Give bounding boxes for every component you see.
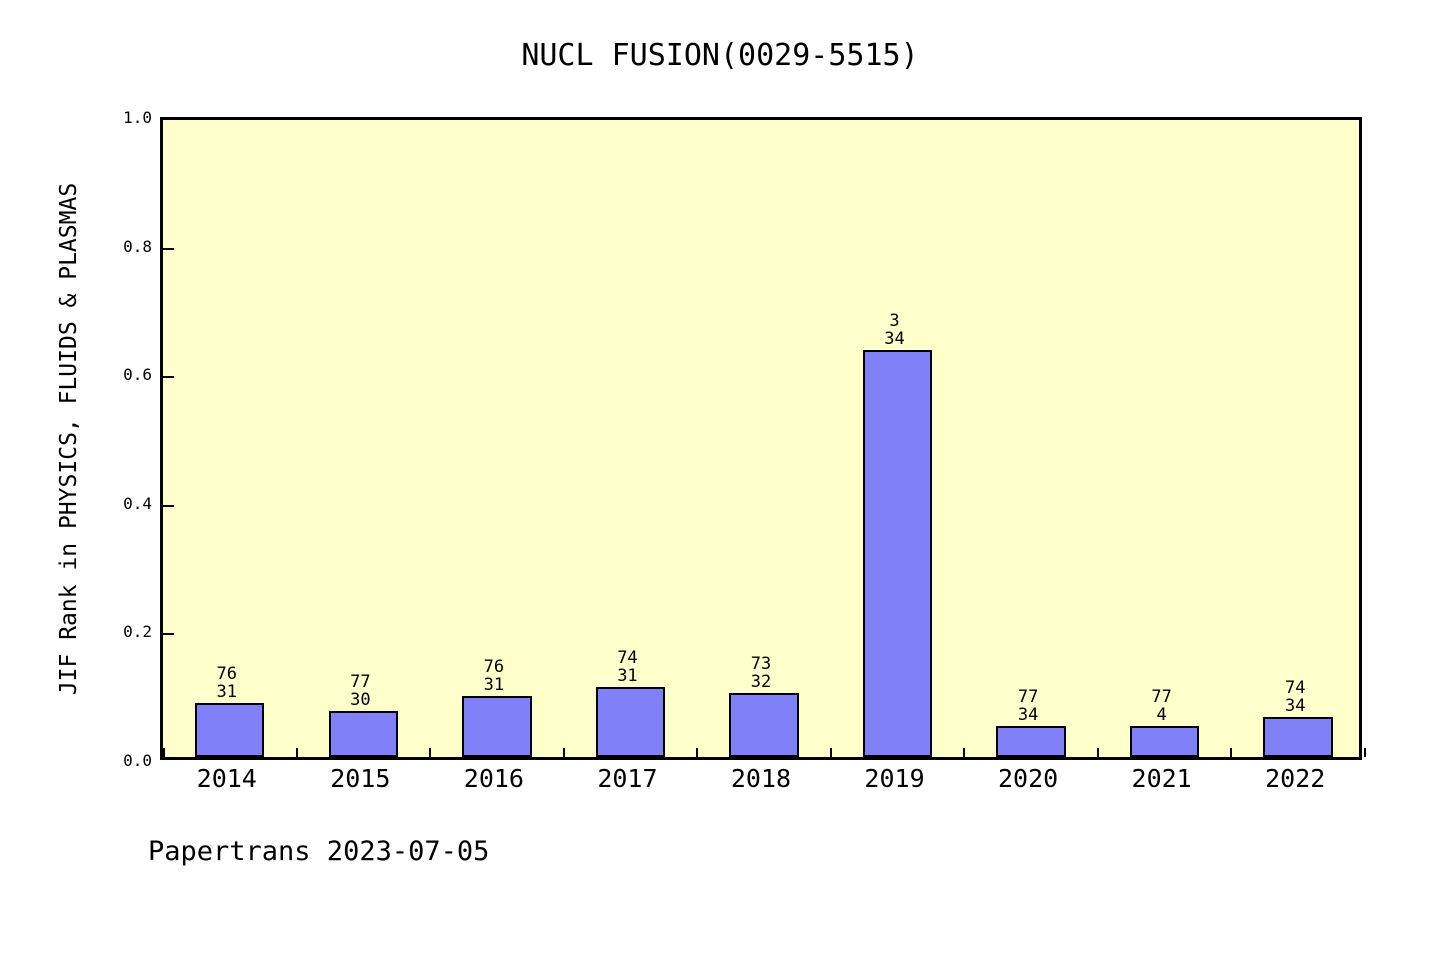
bar-2014[interactable] xyxy=(195,703,265,757)
plot-area xyxy=(160,117,1366,760)
y-axis-tick-label: 0.2 xyxy=(123,622,152,642)
bar-annotation-rank: 73 xyxy=(750,654,772,675)
y-axis-title: JIF Rank in PHYSICS, FLUIDS & PLASMAS xyxy=(56,182,83,695)
x-axis-tick-label-2018: 2018 xyxy=(730,764,792,793)
bar-2022[interactable] xyxy=(1263,717,1333,757)
y-axis-tick-label: 0.6 xyxy=(123,365,152,385)
x-axis-tick-mark xyxy=(1364,748,1366,757)
x-axis-tick-label-2014: 2014 xyxy=(196,764,257,793)
plot-inner xyxy=(163,120,1366,757)
bar-annotation-rank: 76 xyxy=(216,663,237,684)
bar-2020[interactable] xyxy=(996,726,1066,757)
y-axis-tick-label: 0.4 xyxy=(123,493,152,513)
y-axis-tick-label: 0.0 xyxy=(123,751,152,770)
bar-annotation-2020: 77 34 xyxy=(988,688,1068,724)
bar-annotation-rank: 74 xyxy=(1284,678,1306,699)
bar-2019[interactable] xyxy=(862,349,933,757)
bar-annotation-total: 31 xyxy=(216,681,237,702)
x-axis-tick-label-2020: 2020 xyxy=(997,764,1059,793)
bar-annotation-total: 34 xyxy=(884,328,905,349)
x-axis-tick-mark xyxy=(429,748,432,757)
bar-annotation-total: 34 xyxy=(1017,705,1039,726)
x-axis-tick-label-2019: 2019 xyxy=(864,764,925,793)
x-axis-tick-mark xyxy=(295,748,298,757)
bar-2021[interactable] xyxy=(1129,726,1200,757)
x-axis-tick-label-2017: 2017 xyxy=(597,764,658,793)
y-axis-tick-label: 0.8 xyxy=(123,236,152,256)
x-axis-tick-label-2016: 2016 xyxy=(463,764,524,793)
x-axis-tick-mark xyxy=(696,748,699,757)
bar-2018[interactable] xyxy=(729,693,799,757)
x-axis-tick-label-2022: 2022 xyxy=(1265,764,1326,793)
bar-annotation-total: 4 xyxy=(1156,705,1167,726)
bar-annotation-rank: 77 xyxy=(1017,687,1039,708)
x-axis-tick-label-2015: 2015 xyxy=(330,764,391,793)
y-axis-tick-mark xyxy=(163,504,174,507)
bar-annotation-2015: 77 30 xyxy=(320,673,400,709)
bar-annotation-rank: 77 xyxy=(1151,687,1172,708)
bar-2016[interactable] xyxy=(462,695,532,757)
bar-annotation-2014: 76 31 xyxy=(187,665,267,701)
x-axis-tick-mark xyxy=(963,748,966,757)
bar-annotation-2018: 73 32 xyxy=(721,655,801,691)
y-axis-tick-mark xyxy=(163,376,174,379)
bar-annotation-total: 30 xyxy=(350,689,371,710)
bar-annotation-rank: 76 xyxy=(483,656,505,677)
x-axis-tick-label-2021: 2021 xyxy=(1131,764,1192,793)
bar-annotation-total: 31 xyxy=(483,674,505,695)
y-axis-title-container: JIF Rank in PHYSICS, FLUIDS & PLASMAS xyxy=(52,117,86,760)
bar-2015[interactable] xyxy=(328,710,399,757)
bar-annotation-total: 31 xyxy=(617,665,638,686)
x-axis-tick-mark xyxy=(1096,748,1099,757)
x-axis-tick-mark xyxy=(562,748,565,757)
bar-annotation-total: 34 xyxy=(1284,696,1306,717)
bar-annotation-rank: 77 xyxy=(350,671,371,692)
bar-2017[interactable] xyxy=(595,686,666,757)
bar-annotation-total: 32 xyxy=(750,672,772,693)
page-title: NUCL FUSION(0029-5515) xyxy=(521,38,919,73)
bar-annotation-2021: 77 4 xyxy=(1122,688,1202,724)
x-axis-tick-mark xyxy=(1230,748,1233,757)
footer-note: Papertrans 2023-07-05 xyxy=(148,836,490,867)
x-axis-tick-mark xyxy=(163,748,165,757)
bar-annotation-2022: 74 34 xyxy=(1255,679,1335,715)
y-axis-tick-mark xyxy=(163,633,174,636)
bar-annotation-2019: 3 34 xyxy=(855,312,935,348)
y-axis-tick-label: 1.0 xyxy=(123,108,152,127)
x-axis-tick-mark xyxy=(829,748,832,757)
bar-annotation-rank: 74 xyxy=(617,647,638,668)
bar-annotation-rank: 3 xyxy=(889,310,900,331)
bar-annotation-2016: 76 31 xyxy=(454,658,534,694)
y-axis-tick-mark xyxy=(163,247,174,250)
bar-annotation-2017: 74 31 xyxy=(587,649,667,685)
